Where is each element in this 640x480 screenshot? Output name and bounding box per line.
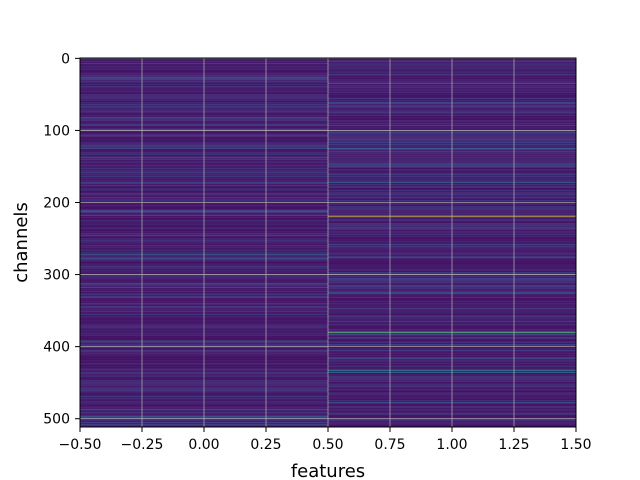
- x-tick-label: −0.50: [59, 437, 102, 453]
- x-tick-label: −0.25: [121, 437, 164, 453]
- x-tick-label: 0.25: [250, 437, 281, 453]
- x-axis-ticks: −0.50 −0.25 0.00 0.25 0.50 0.75 1.00 1.25 1.50: [59, 427, 592, 453]
- x-tick-label: 1.25: [498, 437, 529, 453]
- y-tick-label: 0: [61, 51, 70, 67]
- x-tick-label: 1.00: [436, 437, 467, 453]
- y-tick-label: 100: [43, 123, 70, 139]
- y-axis-ticks: 0 100 200 300 400 500: [43, 51, 80, 428]
- y-axis-label: channels: [11, 202, 32, 283]
- y-tick-label: 200: [43, 196, 70, 212]
- y-tick-label: 300: [43, 268, 70, 284]
- x-tick-label: 0.75: [374, 437, 405, 453]
- y-tick-label: 500: [43, 412, 70, 428]
- x-tick-label: 1.50: [560, 437, 591, 453]
- y-tick-label: 400: [43, 340, 70, 356]
- x-tick-label: 0.50: [312, 437, 343, 453]
- x-axis-label: features: [291, 461, 365, 480]
- x-tick-label: 0.00: [188, 437, 219, 453]
